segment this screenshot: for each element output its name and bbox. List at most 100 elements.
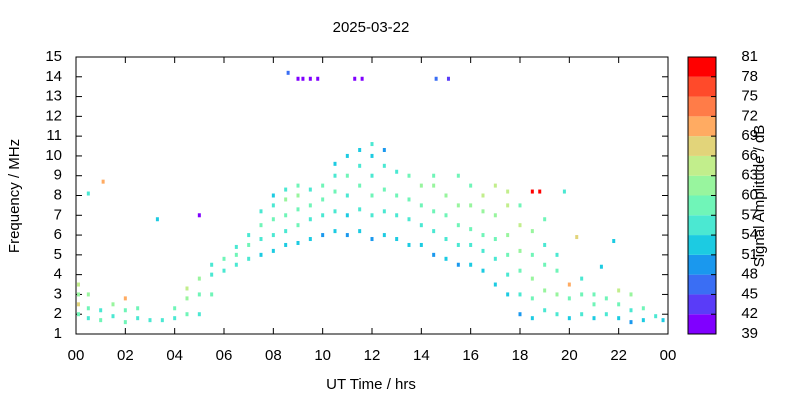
data-point bbox=[444, 193, 448, 198]
data-point bbox=[493, 213, 497, 218]
colorbar-swatch bbox=[688, 314, 716, 334]
y-tick-label: 2 bbox=[54, 305, 62, 322]
data-point bbox=[456, 223, 460, 228]
y-tick-label: 9 bbox=[54, 167, 62, 184]
data-point bbox=[629, 308, 633, 313]
data-point bbox=[506, 252, 510, 257]
data-point bbox=[629, 292, 633, 297]
data-point bbox=[345, 213, 349, 218]
data-point bbox=[222, 268, 226, 273]
data-point bbox=[407, 197, 411, 202]
data-point bbox=[308, 187, 312, 192]
data-point bbox=[432, 183, 436, 188]
y-tick-label: 13 bbox=[45, 88, 62, 105]
data-point bbox=[419, 242, 423, 247]
data-point bbox=[259, 223, 263, 228]
data-point bbox=[321, 233, 325, 238]
data-point bbox=[271, 248, 275, 253]
x-tick-label: 06 bbox=[216, 347, 233, 364]
y-tick-label: 15 bbox=[45, 48, 62, 65]
data-point bbox=[444, 256, 448, 261]
data-point bbox=[469, 203, 473, 208]
y-tick-label: 14 bbox=[45, 68, 62, 85]
data-point bbox=[592, 316, 596, 321]
colorbar-swatch bbox=[688, 235, 716, 255]
data-point bbox=[580, 276, 584, 281]
colorbar-tick-label: 75 bbox=[741, 88, 758, 105]
y-tick-label: 3 bbox=[54, 285, 62, 302]
data-point bbox=[316, 76, 320, 81]
data-point bbox=[456, 242, 460, 247]
data-point bbox=[395, 237, 399, 242]
data-point bbox=[353, 76, 357, 81]
data-point bbox=[518, 203, 522, 208]
colorbar-swatch bbox=[688, 274, 716, 295]
y-tick-label: 6 bbox=[54, 226, 62, 243]
data-point bbox=[76, 292, 80, 297]
data-point bbox=[395, 169, 399, 174]
data-point bbox=[481, 209, 485, 214]
data-point bbox=[518, 292, 522, 297]
data-point bbox=[247, 233, 251, 238]
colorbar-tick-label: 54 bbox=[741, 226, 758, 243]
data-point bbox=[407, 173, 411, 178]
x-tick-label: 10 bbox=[314, 347, 331, 364]
x-tick-label: 04 bbox=[166, 347, 183, 364]
data-point bbox=[444, 237, 448, 242]
data-point bbox=[481, 193, 485, 198]
y-tick-label: 5 bbox=[54, 246, 62, 263]
y-axis-label: Frequency / MHz bbox=[6, 139, 23, 253]
data-point bbox=[345, 153, 349, 158]
data-point bbox=[296, 193, 300, 198]
data-point bbox=[407, 242, 411, 247]
y-tick-label: 4 bbox=[54, 266, 62, 283]
data-point bbox=[308, 237, 312, 242]
data-point bbox=[99, 308, 103, 313]
data-point bbox=[345, 233, 349, 238]
data-point bbox=[555, 252, 559, 257]
data-point bbox=[543, 242, 547, 247]
data-point bbox=[469, 262, 473, 267]
data-point bbox=[358, 163, 362, 168]
colorbar-tick-label: 48 bbox=[741, 266, 758, 283]
data-point bbox=[173, 316, 177, 321]
data-point bbox=[284, 197, 288, 202]
x-tick-label: 20 bbox=[561, 347, 578, 364]
data-point bbox=[419, 183, 423, 188]
data-point bbox=[370, 142, 374, 147]
colorbar-tick-label: 39 bbox=[741, 325, 758, 342]
data-point bbox=[111, 302, 115, 307]
data-point bbox=[247, 242, 251, 247]
colorbar-tick-label: 60 bbox=[741, 186, 758, 203]
data-point bbox=[301, 76, 305, 81]
x-tick-label: 14 bbox=[413, 347, 430, 364]
data-point bbox=[592, 302, 596, 307]
data-point bbox=[382, 209, 386, 214]
data-point bbox=[481, 233, 485, 238]
data-point bbox=[234, 252, 238, 257]
data-point bbox=[76, 282, 80, 287]
data-point bbox=[617, 316, 621, 321]
data-point bbox=[259, 252, 263, 257]
data-point bbox=[284, 213, 288, 218]
data-point bbox=[382, 147, 386, 152]
colorbar-swatch bbox=[688, 136, 716, 156]
colorbar-swatch bbox=[688, 155, 716, 176]
y-tick-label: 8 bbox=[54, 186, 62, 203]
data-point bbox=[234, 262, 238, 267]
data-point bbox=[555, 268, 559, 273]
data-point bbox=[360, 76, 364, 81]
colorbar-swatch bbox=[688, 116, 716, 137]
data-point bbox=[123, 296, 127, 301]
data-point bbox=[661, 318, 665, 323]
data-point bbox=[432, 229, 436, 234]
data-point bbox=[234, 244, 238, 249]
x-tick-label: 22 bbox=[610, 347, 627, 364]
data-point bbox=[506, 233, 510, 238]
data-point bbox=[101, 179, 105, 184]
x-tick-label: 02 bbox=[117, 347, 134, 364]
data-point bbox=[543, 308, 547, 313]
data-point bbox=[555, 292, 559, 297]
y-tick-label: 11 bbox=[46, 127, 62, 144]
y-tick-label: 1 bbox=[54, 325, 62, 342]
